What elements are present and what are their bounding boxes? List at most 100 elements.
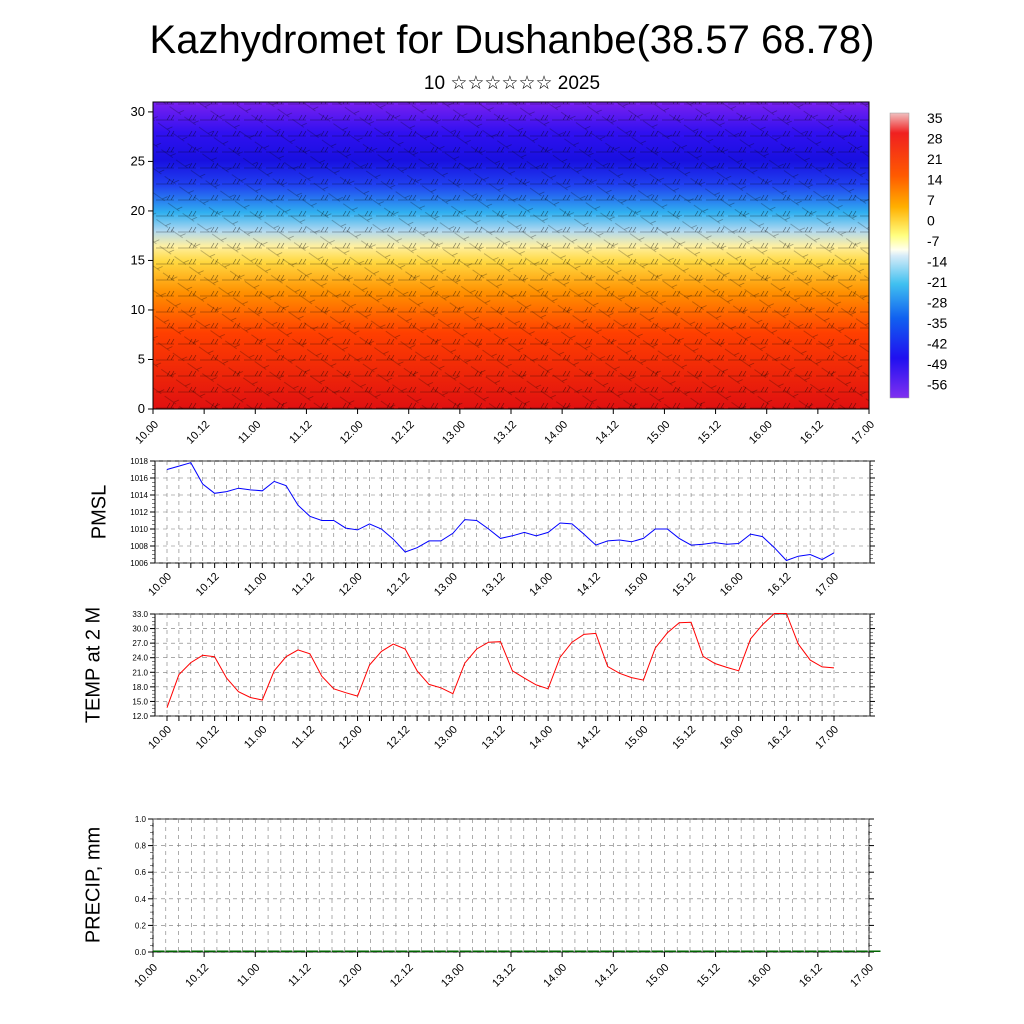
precip-bar bbox=[651, 950, 664, 952]
y-tick-label: 15 bbox=[131, 252, 145, 267]
x-tick-label: 15.00 bbox=[645, 419, 673, 447]
colorbar-label: 35 bbox=[927, 110, 943, 126]
x-tick-label: 11.00 bbox=[236, 419, 263, 446]
y-tick-label: 5 bbox=[138, 351, 145, 366]
colorbar-label: -35 bbox=[927, 315, 947, 331]
x-tick-label: 16.00 bbox=[718, 571, 746, 599]
x-tick-label: 13.12 bbox=[491, 419, 519, 447]
pmsl-grid bbox=[155, 460, 870, 564]
colorbar-label: 21 bbox=[927, 151, 943, 167]
x-tick-label: 15.00 bbox=[623, 571, 651, 599]
temp-panel: 33.030.027.024.021.018.015.012.0 10.00 10… bbox=[82, 607, 875, 752]
colorbar-label: -28 bbox=[927, 295, 947, 311]
y-tick-label: 30 bbox=[131, 104, 145, 119]
chart-subtitle: 10 ☆☆☆☆☆☆ 2025 bbox=[423, 73, 601, 94]
precip-bar bbox=[459, 950, 472, 952]
x-tick-label: 10.12 bbox=[184, 419, 212, 447]
precip-bar bbox=[664, 950, 676, 952]
x-tick-label: 16.12 bbox=[766, 571, 794, 599]
colorbar-label: -7 bbox=[927, 233, 940, 249]
precip-bar bbox=[319, 950, 331, 952]
precip-bar bbox=[472, 950, 485, 952]
precip-bar bbox=[830, 950, 843, 952]
colorbar-label: 0 bbox=[927, 213, 935, 229]
y-tick-label: 1008 bbox=[130, 542, 148, 551]
x-tick-label: 10.12 bbox=[194, 724, 222, 752]
x-tick-label: 15.12 bbox=[670, 724, 698, 752]
chart-title: Kazhydromet for Dushanbe(38.57 68.78) bbox=[149, 18, 875, 62]
precip-bar bbox=[613, 950, 625, 952]
x-tick-label: 14.00 bbox=[541, 962, 569, 990]
precip-bar bbox=[255, 950, 267, 952]
colorbar-label: -42 bbox=[927, 336, 947, 352]
precip-bar bbox=[856, 950, 868, 952]
y-tick-label: 30.0 bbox=[132, 625, 148, 634]
precip-bar bbox=[421, 950, 434, 952]
y-tick-label: 1016 bbox=[130, 474, 148, 483]
x-tick-label: 13.00 bbox=[432, 724, 460, 752]
precip-bar bbox=[715, 950, 728, 952]
precip-bar bbox=[268, 950, 280, 952]
precip-bar bbox=[216, 950, 229, 952]
pmsl-series-line bbox=[166, 462, 835, 562]
y-tick-label: 0 bbox=[138, 401, 145, 416]
x-tick-label: 12.12 bbox=[389, 419, 417, 447]
x-tick-label: 16.12 bbox=[766, 724, 794, 752]
precip-bar bbox=[370, 950, 382, 952]
temp-x-axis: 10.00 10.12 11.00 11.12 12.00 12.12 13.00 13.12… bbox=[146, 716, 841, 752]
precip-bar bbox=[229, 950, 242, 952]
colorbar-label: -21 bbox=[927, 274, 947, 290]
precip-bar bbox=[395, 950, 408, 952]
x-tick-label: 11.12 bbox=[286, 962, 313, 989]
precip-grid bbox=[152, 818, 870, 953]
precip-bar bbox=[792, 950, 804, 952]
x-tick-label: 10.00 bbox=[146, 571, 174, 599]
temp-grid bbox=[155, 613, 870, 717]
precip-ylabel: PRECIP, mm bbox=[82, 827, 104, 943]
x-tick-label: 12.00 bbox=[337, 724, 365, 752]
x-tick-label: 12.00 bbox=[337, 571, 365, 599]
x-tick-label: 14.12 bbox=[575, 724, 603, 752]
x-tick-label: 13.00 bbox=[440, 419, 468, 447]
precip-bar bbox=[306, 950, 318, 952]
colorbar-scale bbox=[889, 112, 910, 399]
precip-bar bbox=[549, 950, 561, 952]
x-tick-label: 12.12 bbox=[384, 724, 412, 752]
precip-bar bbox=[280, 950, 293, 952]
x-tick-label: 16.00 bbox=[718, 724, 746, 752]
precip-bar bbox=[741, 950, 753, 952]
precip-bar bbox=[779, 950, 792, 952]
x-tick-label: 14.12 bbox=[592, 962, 620, 990]
colorbar-label: -14 bbox=[927, 254, 947, 270]
x-tick-label: 10.00 bbox=[146, 724, 174, 752]
precip-bar bbox=[204, 950, 216, 952]
precip-bar bbox=[638, 950, 651, 952]
y-tick-label: 12.0 bbox=[132, 712, 148, 721]
colorbar-label: -56 bbox=[927, 377, 947, 393]
x-tick-label: 15.00 bbox=[623, 724, 651, 752]
x-tick-label: 17.00 bbox=[813, 724, 841, 752]
y-tick-label: 24.0 bbox=[132, 654, 148, 663]
precip-bar bbox=[447, 950, 459, 952]
x-tick-label: 17.00 bbox=[813, 571, 841, 599]
precip-bar bbox=[178, 950, 191, 952]
temp-y-axis: 33.0 30.0 27.0 24.0 21.0 18.0 15.0 12.0 bbox=[132, 610, 875, 721]
x-tick-label: 10.00 bbox=[133, 419, 161, 447]
x-tick-label: 15.00 bbox=[644, 962, 672, 990]
precip-panel: 1.00.80.60.40.20.0 10.00 10.12 11.00 11.12 1… bbox=[82, 815, 881, 990]
precip-bar bbox=[753, 950, 766, 952]
pmsl-x-axis: 10.00 10.12 11.00 11.12 12.00 12.12 13.00 13.12… bbox=[146, 563, 841, 599]
wind-barbs-layer-2 bbox=[153, 102, 869, 409]
x-tick-label: 11.12 bbox=[290, 571, 317, 598]
y-tick-label: 27.0 bbox=[132, 639, 148, 648]
y-tick-label: 1014 bbox=[130, 491, 148, 500]
y-tick-label: 0.0 bbox=[135, 948, 147, 957]
x-tick-label: 15.12 bbox=[670, 571, 698, 599]
precip-bar bbox=[766, 950, 779, 952]
precip-bar bbox=[498, 950, 510, 952]
x-tick-label: 16.00 bbox=[747, 419, 775, 447]
cross-section-panel: 0 5 10 15 20 25 30 10.00 10.12 11.00 11.12 12.00 12… bbox=[131, 101, 877, 447]
precip-bar bbox=[626, 950, 638, 952]
cross-section-x-axis: 10.00 10.12 11.00 11.12 12.00 12.12 13.00 13.12… bbox=[133, 409, 877, 447]
